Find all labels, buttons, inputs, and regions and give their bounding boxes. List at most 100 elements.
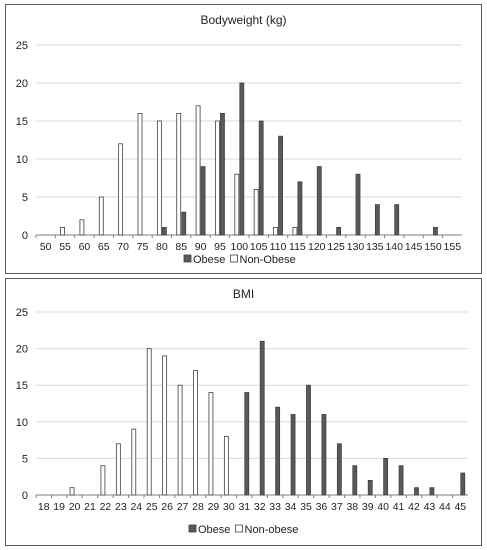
- x-tick-label: 41: [393, 501, 405, 513]
- x-tick-label: 95: [214, 241, 226, 253]
- chart-title: BMI: [232, 287, 255, 301]
- x-tick-label: 120: [308, 241, 326, 253]
- non-obese-bar: [176, 113, 182, 236]
- x-tick-label: 110: [270, 241, 287, 253]
- x-tick-label: 20: [69, 501, 81, 513]
- obese-bar: [383, 457, 389, 496]
- non-obese-bar: [98, 196, 104, 236]
- obese-bar: [200, 166, 206, 236]
- non-obese-bar: [292, 226, 298, 236]
- y-tick-label: 20: [16, 344, 28, 356]
- legend-label: Non-Obese: [240, 254, 296, 266]
- y-tick-label: 20: [16, 78, 28, 90]
- non-obese-bar: [193, 370, 198, 496]
- chart-title: Bodyweight (kg): [200, 13, 287, 27]
- non-obese-bar: [195, 105, 201, 236]
- x-tick-label: 39: [362, 501, 374, 513]
- x-tick-label: 42: [408, 501, 420, 513]
- obese-bar: [374, 204, 380, 236]
- non-obese-bar: [118, 143, 124, 236]
- y-tick-label: 15: [16, 116, 28, 128]
- obese-bar: [336, 226, 342, 236]
- obese-bar: [275, 406, 281, 496]
- x-tick-label: 36: [316, 501, 328, 513]
- non-obese-bar: [137, 113, 143, 236]
- x-tick-label: 28: [192, 501, 204, 513]
- non-obese-bar: [60, 226, 65, 236]
- x-tick-label: 40: [377, 501, 389, 513]
- non-obese-bar: [253, 188, 259, 236]
- x-tick-label: 145: [405, 241, 423, 253]
- y-tick-label: 25: [16, 40, 28, 52]
- obese-bar: [321, 414, 327, 496]
- non-obese-bar: [215, 120, 220, 236]
- obese-bar: [355, 173, 361, 236]
- non-obese-bar: [115, 443, 121, 496]
- legend-swatch: [188, 524, 197, 533]
- x-tick-label: 150: [424, 241, 442, 253]
- non-obese-bar: [273, 226, 278, 236]
- x-tick-label: 38: [346, 501, 358, 513]
- legend-swatch: [183, 254, 192, 263]
- obese-bar: [244, 392, 250, 496]
- x-tick-label: 105: [250, 241, 268, 253]
- legend-swatch: [235, 524, 243, 533]
- y-tick-label: 10: [16, 417, 28, 429]
- x-tick-label: 65: [98, 241, 110, 253]
- obese-bar: [316, 166, 322, 236]
- obese-bar: [433, 226, 438, 236]
- x-tick-label: 80: [156, 241, 168, 253]
- x-tick-label: 100: [231, 241, 249, 253]
- x-tick-label: 19: [53, 501, 65, 513]
- x-tick-label: 37: [331, 501, 343, 513]
- x-tick-label: 18: [38, 501, 50, 513]
- x-tick-label: 140: [385, 241, 403, 253]
- y-tick-label: 25: [16, 307, 28, 319]
- non-obese-bar: [234, 173, 240, 236]
- obese-bar: [352, 465, 358, 496]
- obese-bar: [297, 181, 303, 236]
- legend-label: Obese: [198, 524, 230, 536]
- obese-bar: [259, 340, 265, 496]
- non-obese-bar: [100, 465, 106, 496]
- x-tick-label: 34: [285, 501, 297, 513]
- x-tick-label: 23: [115, 501, 127, 513]
- y-tick-label: 0: [22, 490, 28, 502]
- obese-bar: [290, 414, 296, 496]
- legend-swatch: [230, 254, 238, 263]
- obese-bar: [181, 211, 187, 236]
- x-tick-label: 24: [130, 501, 142, 513]
- obese-bar: [414, 487, 419, 496]
- obese-bar: [258, 120, 264, 236]
- x-tick-label: 31: [238, 501, 250, 513]
- non-obese-bar: [177, 384, 183, 496]
- y-tick-label: 5: [22, 192, 28, 204]
- obese-bar: [460, 472, 466, 496]
- non-obese-bar: [146, 348, 152, 496]
- non-obese-bar: [131, 428, 137, 496]
- y-tick-label: 10: [16, 154, 28, 166]
- non-obese-bar: [223, 436, 229, 496]
- x-tick-label: 155: [444, 241, 462, 253]
- non-obese-bar: [208, 392, 214, 496]
- x-tick-label: 85: [175, 241, 187, 253]
- x-tick-label: 60: [79, 241, 91, 253]
- bodyweight-chart-panel: Bodyweight (kg) 0 5 10 15 20 25 50 55 60 65 70 75 80…: [5, 4, 482, 274]
- x-tick-label: 44: [439, 501, 451, 513]
- x-tick-label: 50: [40, 241, 52, 253]
- obese-bar: [239, 82, 245, 236]
- x-tick-label: 75: [137, 241, 149, 253]
- x-tick-label: 32: [254, 501, 266, 513]
- legend-label: Non-obese: [245, 524, 299, 536]
- x-tick-label: 130: [347, 241, 365, 253]
- x-tick-label: 21: [84, 501, 96, 513]
- non-obese-bar: [156, 120, 162, 236]
- x-tick-label: 27: [177, 501, 189, 513]
- obese-bar: [336, 443, 342, 496]
- obese-bar: [278, 135, 283, 236]
- obese-bar: [220, 113, 225, 236]
- x-tick-label: 55: [59, 241, 71, 253]
- non-obese-bar: [79, 219, 85, 236]
